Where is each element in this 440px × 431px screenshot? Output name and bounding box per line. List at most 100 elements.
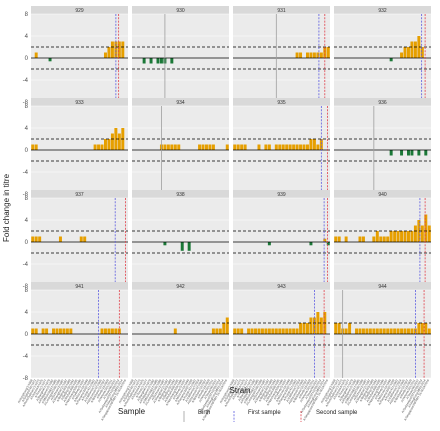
bar xyxy=(337,236,341,242)
y-tick-label: 8 xyxy=(25,104,29,110)
bar xyxy=(396,231,400,242)
bar xyxy=(267,242,271,246)
bar xyxy=(48,58,52,62)
bar xyxy=(361,328,365,334)
panel-strip xyxy=(233,190,330,198)
panel-strip xyxy=(31,98,128,106)
bar xyxy=(382,236,386,242)
bar xyxy=(375,231,379,242)
bar xyxy=(288,328,292,334)
bar xyxy=(149,58,153,64)
panel-strip xyxy=(334,6,431,14)
y-tick-label: 0 xyxy=(25,56,29,62)
bar xyxy=(302,323,306,334)
bar xyxy=(187,242,191,251)
legend-item-first-sample: First sample xyxy=(233,410,281,422)
bar xyxy=(407,328,410,334)
y-tick-label: 0 xyxy=(25,332,29,338)
y-tick-label: 4 xyxy=(25,126,29,132)
bar xyxy=(407,231,410,242)
bar xyxy=(156,58,160,64)
bar xyxy=(407,150,410,156)
bar xyxy=(274,144,278,150)
bar xyxy=(410,41,414,58)
bar xyxy=(319,139,323,150)
bar xyxy=(34,52,38,58)
bar xyxy=(117,41,121,58)
bar xyxy=(420,323,424,334)
bar xyxy=(260,328,264,334)
panel-strip xyxy=(132,282,229,290)
panel-strip xyxy=(132,6,229,14)
bar xyxy=(379,236,383,242)
bar xyxy=(386,328,390,334)
bar xyxy=(45,328,49,334)
panel-title: 944 xyxy=(378,284,387,290)
bar xyxy=(348,323,352,334)
bar xyxy=(52,328,55,334)
y-tick-label: -4 xyxy=(23,78,29,84)
legend-item-second-sample: Second sample xyxy=(300,410,358,422)
bar xyxy=(372,328,376,334)
bar xyxy=(417,36,421,58)
legend-label-first-sample: First sample xyxy=(248,410,281,416)
panel-932: 932 xyxy=(334,6,431,103)
bar xyxy=(110,328,114,334)
panel-944: 944A/HongKong/1/1968A/England/42/1972A/P… xyxy=(320,282,431,421)
bar xyxy=(104,139,107,150)
panel-933: 933 -8 -4 0 4 8 xyxy=(23,98,128,198)
bar xyxy=(407,47,410,58)
panel-title: 937 xyxy=(75,192,84,198)
bar xyxy=(236,328,240,334)
bar xyxy=(142,58,146,64)
bar xyxy=(403,231,407,242)
bar xyxy=(240,144,244,150)
panel-934: 934 xyxy=(132,98,229,195)
panel-strip xyxy=(132,98,229,106)
bar xyxy=(368,328,372,334)
y-tick-label: -8 xyxy=(23,192,29,198)
bar xyxy=(41,328,45,334)
bar xyxy=(205,144,208,150)
bar xyxy=(257,144,261,150)
bar xyxy=(309,242,313,246)
bar xyxy=(173,328,177,334)
bar xyxy=(100,328,104,334)
bar xyxy=(334,236,338,242)
bar xyxy=(121,41,125,58)
y-tick-label: -4 xyxy=(23,262,29,268)
bar xyxy=(211,144,215,150)
bar xyxy=(281,144,285,150)
bar xyxy=(382,328,386,334)
bar xyxy=(233,328,237,334)
panel-grid: 929 -8 -4 0 4 8 930 931 932 933 -8 -4 0 4 8 934 935 936 93… xyxy=(17,6,431,421)
bar xyxy=(264,328,268,334)
bar xyxy=(389,328,393,334)
bar xyxy=(267,328,271,334)
bar xyxy=(201,144,205,150)
bar xyxy=(173,144,177,150)
bar xyxy=(288,144,292,150)
bar xyxy=(107,328,111,334)
bar xyxy=(236,144,240,150)
bar xyxy=(271,328,275,334)
panel-strip xyxy=(334,282,431,290)
panel-strip xyxy=(132,190,229,198)
bar xyxy=(170,58,174,64)
legend-label-birth: Birth xyxy=(198,410,210,416)
bar xyxy=(400,231,404,242)
bar xyxy=(107,47,111,58)
bar xyxy=(410,150,414,156)
bar xyxy=(400,52,404,58)
bar xyxy=(243,144,247,150)
legend-title: Sample xyxy=(118,407,146,416)
bar xyxy=(358,236,362,242)
panel-strip xyxy=(233,98,330,106)
panel-940: 940 xyxy=(334,190,431,287)
y-tick-label: -8 xyxy=(23,376,29,382)
bar xyxy=(104,328,107,334)
bar xyxy=(31,236,35,242)
panel-943: 943A/HongKong/1/1968A/England/42/1972A/P… xyxy=(219,282,330,421)
bar xyxy=(97,144,101,150)
panel-strip xyxy=(233,282,330,290)
